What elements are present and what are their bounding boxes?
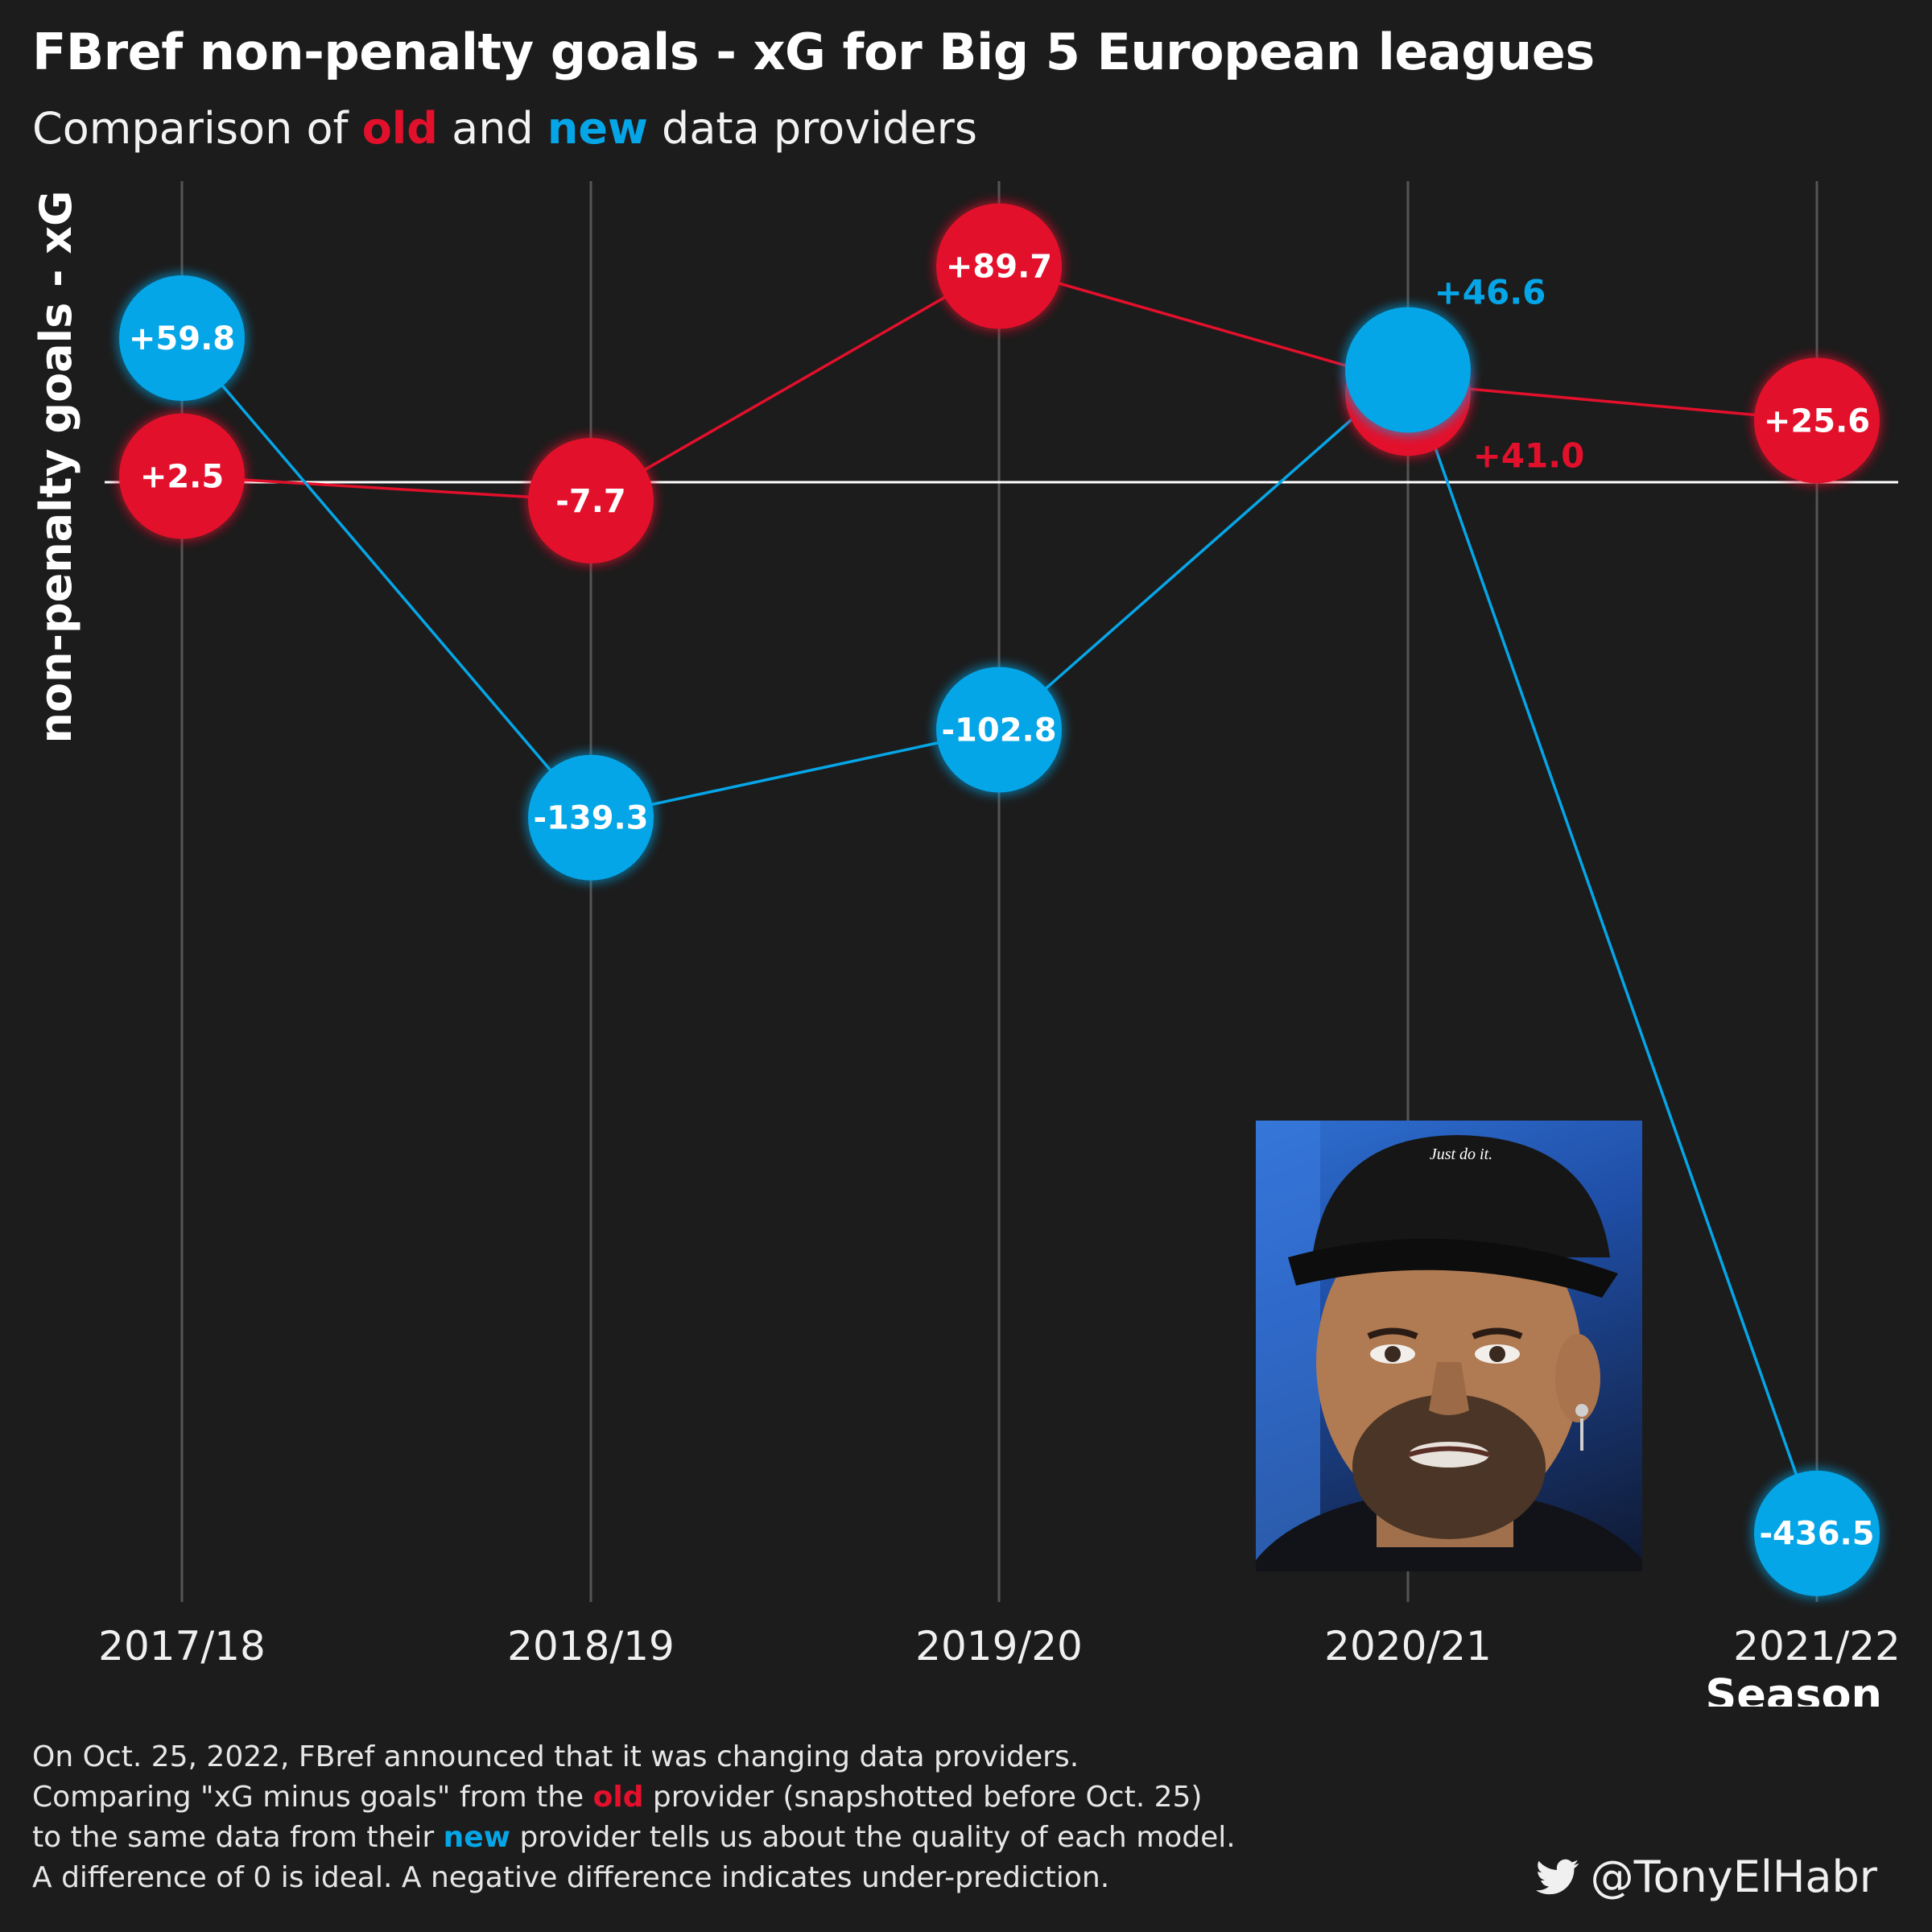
footnote-line-2-b: provider (snapshotted before Oct. 25) bbox=[652, 1781, 1203, 1814]
point-new-2018-19: -139.3 bbox=[525, 751, 657, 884]
point-label: +2.5 bbox=[140, 458, 224, 495]
chart-title: FBref non-penalty goals - xG for Big 5 E… bbox=[32, 23, 1595, 81]
x-tick-label: 2021/22 bbox=[1733, 1623, 1901, 1670]
footnote: On Oct. 25, 2022, FBref announced that i… bbox=[32, 1737, 1236, 1898]
footnote-line-2-a: Comparing "xG minus goals" from the bbox=[32, 1781, 584, 1814]
y-axis-label: non-penalty goals - xG bbox=[31, 191, 81, 744]
x-axis-ticks: 2017/18 2018/19 2019/20 2020/21 2021/22 bbox=[98, 1623, 1901, 1670]
subtitle-middle: and bbox=[452, 103, 534, 154]
point-new-2020-21: +46.6 bbox=[1342, 273, 1546, 436]
footnote-line-2: Comparing "xG minus goals" from the old … bbox=[32, 1777, 1236, 1818]
chart-area: +2.5 -7.7 +89.7 +41.0 +25.6 +59.8 -139.3 -102.8… bbox=[31, 181, 1901, 1707]
point-label: +46.6 bbox=[1435, 273, 1546, 312]
x-tick-label: 2019/20 bbox=[915, 1623, 1083, 1670]
chart-subtitle: Comparison of old and new data providers bbox=[32, 103, 977, 154]
author-credit[interactable]: @TonyElHabr bbox=[1535, 1852, 1877, 1902]
x-axis-label: Season bbox=[1705, 1670, 1882, 1707]
point-old-2019-20: +89.7 bbox=[933, 200, 1065, 332]
footnote-old-word: old bbox=[592, 1781, 644, 1814]
point-old-2021-22: +25.6 bbox=[1751, 354, 1883, 487]
point-new-2021-22: -436.5 bbox=[1751, 1467, 1883, 1600]
reaction-photo-drawing: Just do it. bbox=[1256, 1121, 1642, 1571]
footnote-line-4: A difference of 0 is ideal. A negative d… bbox=[32, 1861, 1110, 1894]
footnote-line-3: to the same data from their new provider… bbox=[32, 1818, 1236, 1858]
point-label: -102.8 bbox=[941, 712, 1056, 749]
point-label: +59.8 bbox=[129, 320, 235, 357]
cap-text: Just do it. bbox=[1430, 1146, 1492, 1163]
subtitle-old-word: old bbox=[361, 103, 438, 154]
footnote-line-3-a: to the same data from their bbox=[32, 1821, 435, 1854]
point-old-2017-18: +2.5 bbox=[116, 410, 248, 543]
subtitle-suffix: data providers bbox=[662, 103, 977, 154]
point-label: +89.7 bbox=[946, 249, 1052, 286]
point-label: -139.3 bbox=[533, 800, 648, 837]
footnote-line-3-b: provider tells us about the quality of e… bbox=[519, 1821, 1236, 1854]
series-points: +2.5 -7.7 +89.7 +41.0 +25.6 +59.8 -139.3 -102.8… bbox=[116, 200, 1883, 1600]
point-new-2019-20: -102.8 bbox=[933, 663, 1065, 796]
reaction-photo: Just do it. bbox=[1256, 1121, 1642, 1571]
point-label: +25.6 bbox=[1764, 402, 1870, 440]
point-label: -7.7 bbox=[555, 483, 625, 520]
subtitle-new-word: new bbox=[547, 103, 648, 154]
x-tick-label: 2017/18 bbox=[98, 1623, 266, 1670]
point-label: -436.5 bbox=[1759, 1516, 1874, 1553]
x-tick-label: 2018/19 bbox=[507, 1623, 675, 1670]
author-handle[interactable]: @TonyElHabr bbox=[1590, 1852, 1877, 1902]
point-old-2018-19: -7.7 bbox=[525, 434, 657, 567]
x-tick-label: 2020/21 bbox=[1324, 1623, 1492, 1670]
subtitle-prefix: Comparison of bbox=[32, 103, 349, 154]
footnote-new-word: new bbox=[443, 1821, 510, 1854]
footnote-line-1: On Oct. 25, 2022, FBref announced that i… bbox=[32, 1740, 1080, 1773]
twitter-bird-icon bbox=[1535, 1859, 1579, 1894]
point-label: +41.0 bbox=[1473, 436, 1585, 475]
point-new-2017-18: +59.8 bbox=[116, 272, 248, 405]
